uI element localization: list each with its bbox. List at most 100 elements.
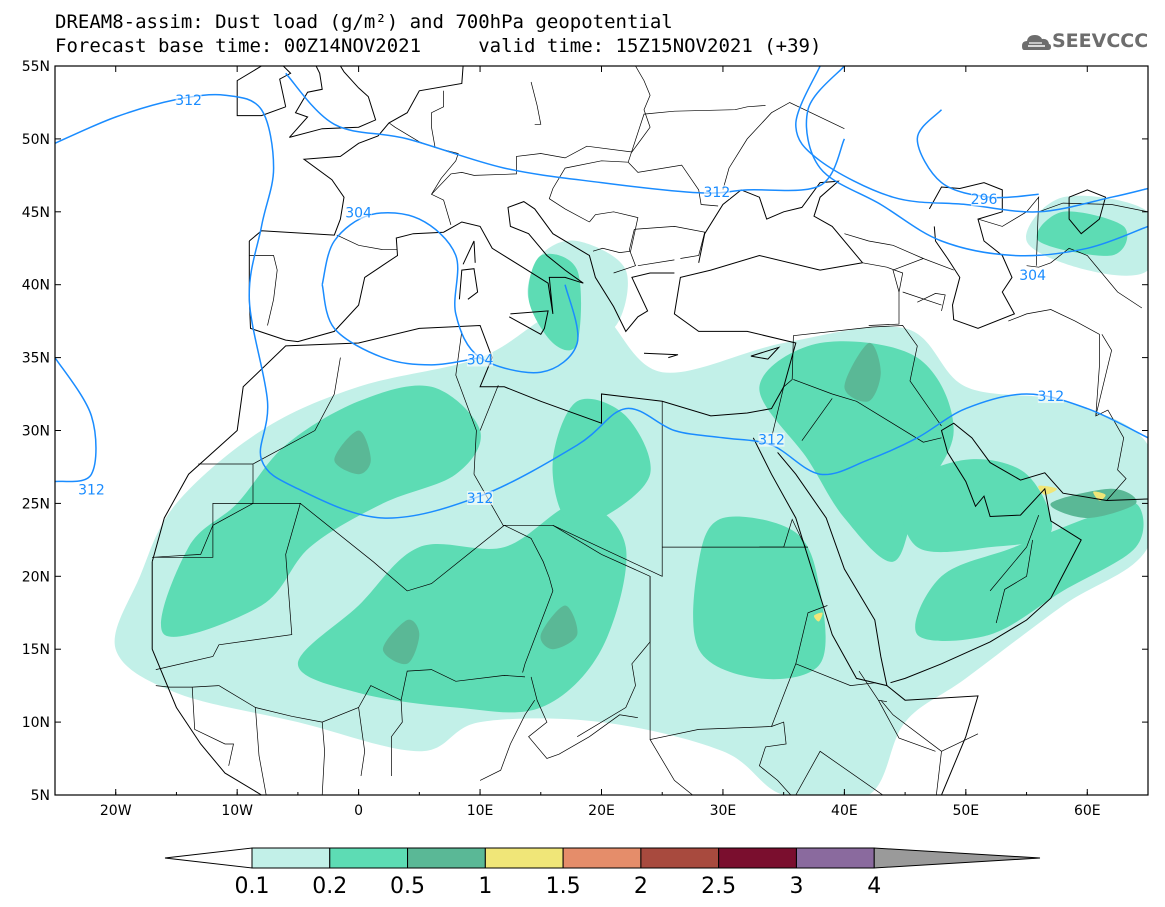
contour-label: 304 [467,353,494,369]
country-border [1095,334,1112,416]
contour-label: 312 [704,185,731,201]
dust-region-0.5 [844,342,881,402]
country-border [218,685,403,776]
country-border [249,255,278,326]
coastline [698,180,863,264]
geopotential-contours [55,66,1148,519]
country-border [759,518,806,548]
logo-text: SEEVCCC [1052,30,1149,52]
colorbar-label: 4 [867,874,881,899]
contour-label-bg [758,432,785,447]
contour-label: 312 [175,93,202,109]
contour-label-bg [78,482,105,497]
lon-label: 20W [100,803,132,819]
geopotential-contour-304 [795,66,1148,213]
coastline [752,437,979,795]
country-border [941,733,979,752]
contour-label-bg [467,491,494,506]
contour-label-bg [175,92,202,107]
lon-label: 10W [221,803,253,819]
geopotential-contour-296 [916,109,1039,199]
country-border [1008,309,1127,501]
lat-label: 35N [22,351,50,367]
coastline [289,66,377,138]
lat-label: 30N [22,424,50,440]
lon-label: 20E [588,803,615,819]
country-border [613,226,706,274]
dust-region-0.2 [297,503,627,713]
country-border [995,539,1033,624]
country-border [504,524,554,673]
lon-label: 0 [354,803,363,819]
contour-label: 304 [1019,268,1046,284]
colorbar-label: 2.5 [701,874,736,899]
country-border [548,160,629,223]
country-border [430,172,475,225]
colorbar-label: 1 [478,874,492,899]
lat-label: 45N [22,205,50,221]
coastline [643,352,679,359]
geopotential-contour-312 [55,93,1148,519]
dust-region-0.2 [161,385,481,637]
country-border [155,685,219,688]
country-border [758,721,792,795]
coastline [462,240,476,265]
country-border [1026,247,1143,309]
coastline [151,561,262,795]
country-border [252,357,341,465]
colorbar-segment [718,847,797,869]
cloud-logo-icon [1022,35,1051,50]
geopotential-contour-312 [55,357,97,483]
dust-region-1 [1038,485,1057,495]
dust-region-0.2 [693,516,826,680]
country-border [722,102,845,190]
contour-label: 312 [758,433,785,449]
coastline [890,422,1148,684]
coastline [236,66,292,117]
lat-label: 15N [22,642,50,658]
contour-label: 312 [78,482,105,498]
colorbar-segment [484,847,564,869]
coastline [458,268,479,300]
country-border [862,262,904,326]
country-border [473,66,651,176]
lon-label: 30E [710,803,737,819]
colorbar-segment [251,847,331,869]
country-border [649,739,694,795]
longitude-labels: 20W 10W 0 10E 20E 30E 40E 50E 60E [100,803,1101,819]
lat-label: 10N [22,715,50,731]
country-border [300,331,506,592]
dust-region-0.5 [540,605,578,650]
dust-region-0.2 [915,502,1144,642]
dust-region-0.5 [1050,488,1137,518]
geopotential-contour-304 [321,284,481,366]
country-border [152,503,253,558]
lon-label: 50E [952,803,979,819]
country-border [530,81,542,125]
contour-label: 304 [345,205,372,221]
country-border [771,325,942,438]
country-border [795,750,884,795]
dust-region-0.5 [334,430,371,475]
country-border [880,699,942,795]
coastline [777,452,888,686]
contour-label-bg [703,184,730,199]
colorbar-segment [640,847,720,869]
colorbar-segment [562,847,642,869]
contour-labels: 312 304 304 312 312 312 312 296 304 312 [78,92,1064,507]
map-title: DREAM8-assim: Dust load (g/m²) and 700hP… [55,11,673,33]
contour-label-bg [345,205,372,220]
colorbar-segment [407,847,486,869]
coastline [151,254,863,562]
coastline [248,66,464,242]
country-border [627,105,766,163]
dust-region-1 [1093,491,1106,501]
country-border [479,700,535,781]
country-border [989,514,1040,592]
geopotential-contour-312 [805,66,1148,257]
dust-region-0.5 [382,619,420,665]
dust-region-1 [813,612,823,622]
coastline [1068,189,1107,235]
country-border [892,258,954,293]
